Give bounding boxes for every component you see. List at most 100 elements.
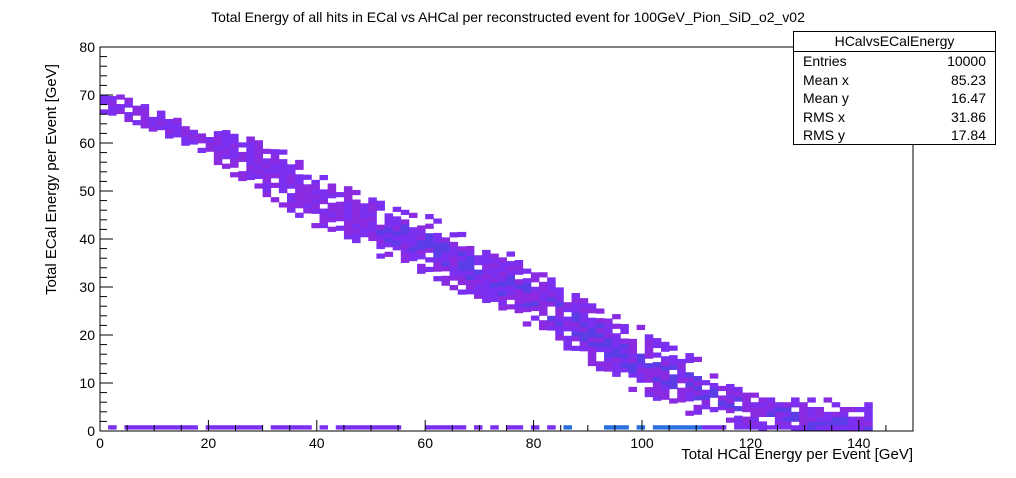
heatmap-cell xyxy=(612,366,621,373)
heatmap-cell xyxy=(457,279,467,286)
heatmap-cell xyxy=(303,189,312,195)
heatmap-cell xyxy=(205,141,215,147)
heatmap-cell xyxy=(189,129,198,135)
heatmap-cell xyxy=(514,303,524,309)
heatmap-cell xyxy=(539,291,548,297)
heatmap-cell xyxy=(587,346,597,352)
heatmap-cell xyxy=(181,131,190,137)
heatmap-cell xyxy=(392,235,402,241)
heatmap-cell xyxy=(384,213,394,219)
heatmap-cell xyxy=(791,397,800,403)
heatmap-cell xyxy=(343,200,353,206)
heatmap-cell xyxy=(173,425,182,430)
heatmap-cell xyxy=(669,359,678,366)
heatmap-cell xyxy=(278,202,288,208)
heatmap-cell xyxy=(701,399,711,405)
heatmap-cell xyxy=(498,281,507,287)
heatmap-cell xyxy=(327,202,337,208)
heatmap-cell xyxy=(108,100,117,107)
heatmap-cell xyxy=(482,264,491,270)
heatmap-cell xyxy=(563,340,572,346)
heatmap-cell xyxy=(433,218,442,224)
heatmap-cell xyxy=(335,192,345,198)
heatmap-cell xyxy=(604,318,613,324)
heatmap-cell xyxy=(750,416,759,422)
heatmap-cell xyxy=(270,168,280,174)
heatmap-cell xyxy=(782,411,792,417)
heatmap-cell xyxy=(604,425,613,430)
heatmap-cell xyxy=(604,337,613,343)
heatmap-cell xyxy=(693,356,703,362)
heatmap-cell xyxy=(774,425,784,430)
heatmap-cell xyxy=(693,390,703,396)
heatmap-cell xyxy=(400,233,410,239)
heatmap-cell xyxy=(555,320,564,327)
heatmap-cell xyxy=(400,257,410,263)
heatmap-cell xyxy=(417,225,426,231)
heatmap-cell xyxy=(352,233,361,239)
heatmap-cell xyxy=(238,175,247,182)
heatmap-cell xyxy=(677,358,686,365)
heatmap-cell xyxy=(685,372,694,378)
heatmap-cell xyxy=(246,150,255,157)
heatmap-cell xyxy=(384,242,394,248)
heatmap-cell xyxy=(376,229,385,235)
heatmap-cell xyxy=(782,421,792,427)
heatmap-cell xyxy=(864,421,873,427)
heatmap-cell xyxy=(246,146,255,152)
heatmap-cell xyxy=(750,411,759,417)
plot-frame xyxy=(99,46,914,432)
heatmap-cell xyxy=(514,308,524,314)
heatmap-cell xyxy=(685,410,694,416)
heatmap-cell xyxy=(587,341,597,347)
heatmap-cell xyxy=(571,302,581,308)
heatmap-cell xyxy=(392,425,402,430)
heatmap-cell xyxy=(473,279,483,285)
heatmap-cell xyxy=(742,397,751,403)
heatmap-cell xyxy=(352,189,361,196)
heatmap-cell xyxy=(709,425,719,430)
heatmap-cell xyxy=(360,217,369,223)
heatmap-cell xyxy=(490,291,499,298)
heatmap-cell xyxy=(254,169,263,175)
heatmap-cell xyxy=(612,357,621,363)
heatmap-cell xyxy=(457,260,467,266)
heatmap-cell xyxy=(571,297,581,303)
heatmap-cell xyxy=(230,152,239,159)
stats-value: 17.84 xyxy=(950,127,986,143)
heatmap-cell xyxy=(465,260,475,266)
heatmap-cell xyxy=(514,425,524,430)
heatmap-cell xyxy=(132,110,142,116)
heatmap-cell xyxy=(482,288,491,294)
heatmap-cell xyxy=(490,272,499,278)
heatmap-cell xyxy=(311,208,320,214)
heatmap-cell xyxy=(514,288,524,295)
heatmap-cell xyxy=(343,205,353,211)
heatmap-cell xyxy=(286,425,296,430)
heatmap-cell xyxy=(709,392,719,398)
heatmap-cell xyxy=(213,425,223,430)
heatmap-cell xyxy=(636,353,646,359)
heatmap-cell xyxy=(587,351,597,357)
heatmap-cell xyxy=(392,245,402,251)
heatmap-cell xyxy=(360,203,369,209)
heatmap-cell xyxy=(230,138,239,144)
heatmap-cell xyxy=(368,425,377,430)
heatmap-cell xyxy=(677,363,686,369)
heatmap-cell xyxy=(498,266,507,273)
heatmap-cell xyxy=(677,373,686,379)
heatmap-cell xyxy=(278,173,288,179)
heatmap-cell xyxy=(774,407,784,413)
heatmap-cell xyxy=(669,398,678,404)
heatmap-cell xyxy=(482,269,491,275)
heatmap-cell xyxy=(286,183,296,189)
heatmap-cell xyxy=(230,133,239,139)
heatmap-cell xyxy=(660,365,670,372)
heatmap-cell xyxy=(400,252,410,259)
heatmap-cell xyxy=(408,227,418,233)
heatmap-cell xyxy=(555,316,564,322)
heatmap-cell xyxy=(457,270,467,276)
heatmap-cell xyxy=(311,179,320,186)
heatmap-cell xyxy=(221,163,231,169)
